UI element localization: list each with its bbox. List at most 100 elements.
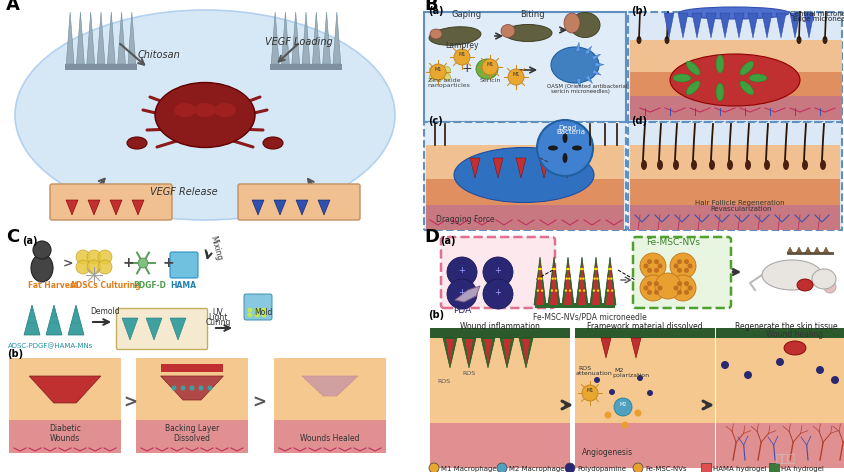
Text: (c): (c)	[428, 116, 443, 126]
Ellipse shape	[664, 36, 669, 44]
Text: VEGF Release: VEGF Release	[150, 187, 218, 197]
Polygon shape	[117, 12, 126, 64]
Circle shape	[596, 268, 598, 270]
Ellipse shape	[127, 137, 147, 149]
Polygon shape	[550, 261, 558, 305]
Circle shape	[776, 358, 784, 366]
Polygon shape	[302, 12, 310, 64]
Circle shape	[684, 281, 689, 286]
Polygon shape	[592, 261, 600, 305]
Circle shape	[654, 268, 659, 273]
Ellipse shape	[673, 160, 679, 170]
Polygon shape	[823, 247, 829, 253]
Polygon shape	[271, 12, 279, 64]
Text: Fe-MSC-NVs/PDA microneedle: Fe-MSC-NVs/PDA microneedle	[533, 312, 647, 321]
Circle shape	[655, 273, 681, 299]
FancyBboxPatch shape	[116, 309, 208, 349]
Circle shape	[633, 463, 643, 472]
Polygon shape	[292, 12, 300, 64]
Polygon shape	[122, 318, 138, 340]
Circle shape	[429, 463, 439, 472]
Circle shape	[677, 259, 682, 264]
Polygon shape	[481, 338, 495, 368]
Circle shape	[670, 253, 696, 279]
Text: ADSC-PDGF@HAMA-MNs: ADSC-PDGF@HAMA-MNs	[8, 343, 94, 349]
Ellipse shape	[740, 81, 754, 95]
Ellipse shape	[31, 254, 53, 282]
Text: +: +	[494, 266, 500, 275]
Circle shape	[592, 289, 595, 292]
Ellipse shape	[155, 83, 255, 147]
Polygon shape	[443, 338, 457, 368]
Circle shape	[208, 386, 213, 390]
Bar	[630, 96, 842, 120]
Ellipse shape	[716, 83, 724, 101]
Text: Biting: Biting	[520, 10, 544, 19]
Circle shape	[744, 371, 752, 379]
Polygon shape	[606, 261, 614, 305]
Text: ADSCs Culturing: ADSCs Culturing	[70, 281, 141, 290]
Circle shape	[566, 268, 569, 270]
Text: Lamprey: Lamprey	[445, 41, 479, 50]
Text: M2: M2	[614, 368, 624, 373]
Polygon shape	[516, 158, 526, 178]
Polygon shape	[493, 158, 503, 178]
Circle shape	[447, 257, 477, 287]
Polygon shape	[128, 12, 136, 64]
Ellipse shape	[504, 25, 552, 42]
Bar	[274, 420, 386, 453]
Circle shape	[443, 67, 451, 74]
Polygon shape	[734, 13, 744, 38]
Ellipse shape	[214, 103, 236, 117]
Text: Sericin: Sericin	[480, 78, 501, 83]
Ellipse shape	[797, 279, 813, 291]
Ellipse shape	[194, 103, 216, 117]
Text: (d): (d)	[631, 116, 647, 126]
Text: Mold: Mold	[254, 308, 273, 317]
Polygon shape	[814, 247, 820, 253]
Text: polarization: polarization	[612, 373, 649, 378]
Polygon shape	[252, 200, 264, 215]
Ellipse shape	[572, 145, 582, 151]
Circle shape	[550, 289, 553, 292]
Text: Chitosan: Chitosan	[138, 50, 181, 60]
Bar	[430, 328, 570, 338]
Circle shape	[582, 268, 584, 270]
Text: Dragging Force: Dragging Force	[436, 215, 495, 224]
Circle shape	[677, 268, 682, 273]
Bar	[716, 423, 844, 468]
Ellipse shape	[570, 12, 600, 37]
FancyBboxPatch shape	[170, 252, 198, 278]
Ellipse shape	[476, 59, 498, 79]
Ellipse shape	[454, 147, 594, 202]
Bar	[9, 358, 121, 453]
FancyBboxPatch shape	[628, 12, 842, 122]
Circle shape	[190, 386, 194, 390]
Polygon shape	[462, 338, 476, 368]
Circle shape	[262, 312, 267, 318]
Bar	[136, 358, 248, 453]
Text: M2 Macrophage: M2 Macrophage	[509, 466, 565, 472]
Text: D: D	[424, 228, 439, 246]
Bar	[430, 423, 570, 468]
Circle shape	[565, 278, 568, 280]
Circle shape	[508, 69, 524, 85]
Ellipse shape	[727, 160, 733, 170]
Circle shape	[643, 286, 648, 290]
Text: HAMA hydrogel: HAMA hydrogel	[713, 466, 766, 472]
Circle shape	[594, 268, 597, 270]
Text: Wound healing: Wound healing	[766, 330, 824, 339]
Circle shape	[610, 278, 613, 280]
Polygon shape	[455, 286, 480, 302]
Polygon shape	[804, 13, 814, 38]
Text: Curing: Curing	[205, 318, 230, 327]
Circle shape	[654, 259, 659, 264]
Text: Edge microneedles: Edge microneedles	[793, 16, 844, 22]
Circle shape	[721, 361, 729, 369]
Ellipse shape	[501, 25, 515, 37]
Polygon shape	[805, 247, 811, 253]
Circle shape	[674, 286, 679, 290]
Bar	[716, 328, 844, 468]
Polygon shape	[318, 200, 330, 215]
Text: sericin microneedles): sericin microneedles)	[551, 89, 610, 94]
